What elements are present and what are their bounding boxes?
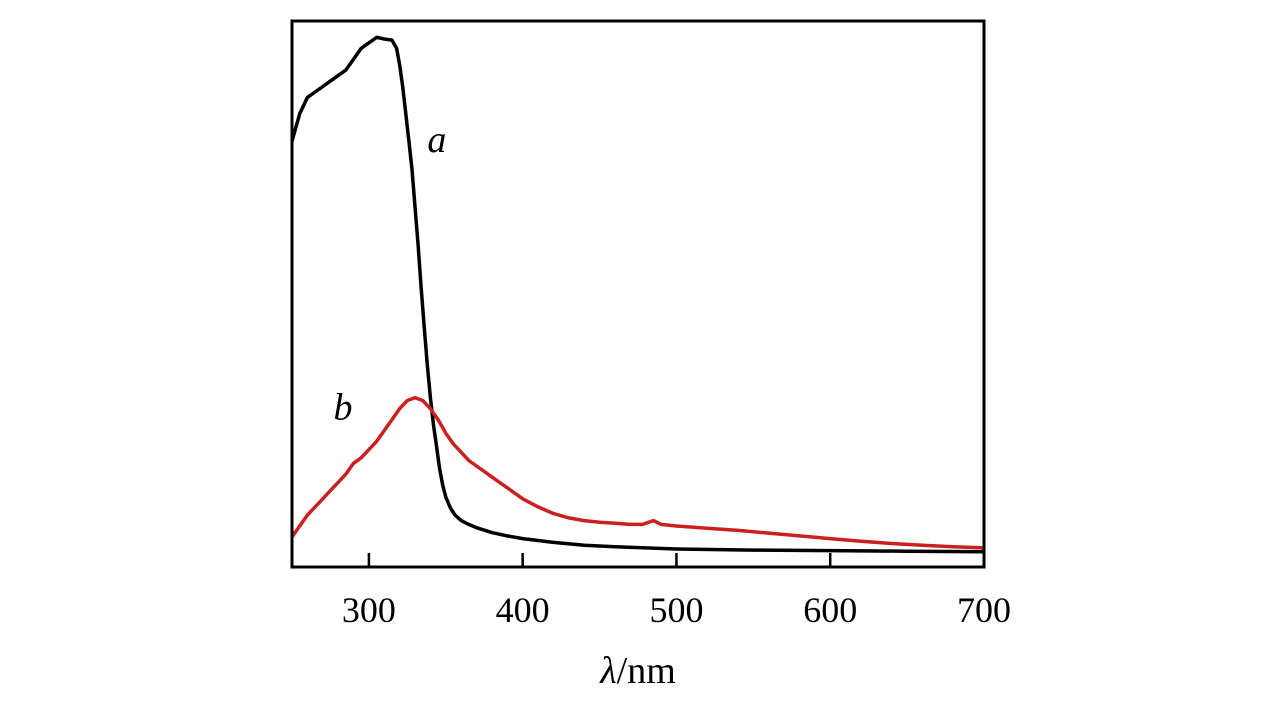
series-label-b: b <box>334 387 353 429</box>
x-tick-label: 300 <box>342 590 396 630</box>
x-axis-unit: /nm <box>617 650 676 692</box>
series-labels: ab <box>334 119 447 429</box>
x-tick-label: 700 <box>957 590 1011 630</box>
series-line-a <box>292 35 984 554</box>
plot-lines <box>292 35 984 554</box>
series-line-b <box>292 395 984 550</box>
x-axis-symbol: λ <box>599 650 616 692</box>
plot-frame <box>290 19 986 569</box>
x-tick-label: 600 <box>803 590 857 630</box>
x-axis-label: λ/nm <box>599 650 676 692</box>
x-axis-ticks: 300 400 500 600 700 <box>342 553 1011 630</box>
x-tick-label: 400 <box>496 590 550 630</box>
x-tick-label: 500 <box>649 590 703 630</box>
series-label-a: a <box>427 119 446 161</box>
